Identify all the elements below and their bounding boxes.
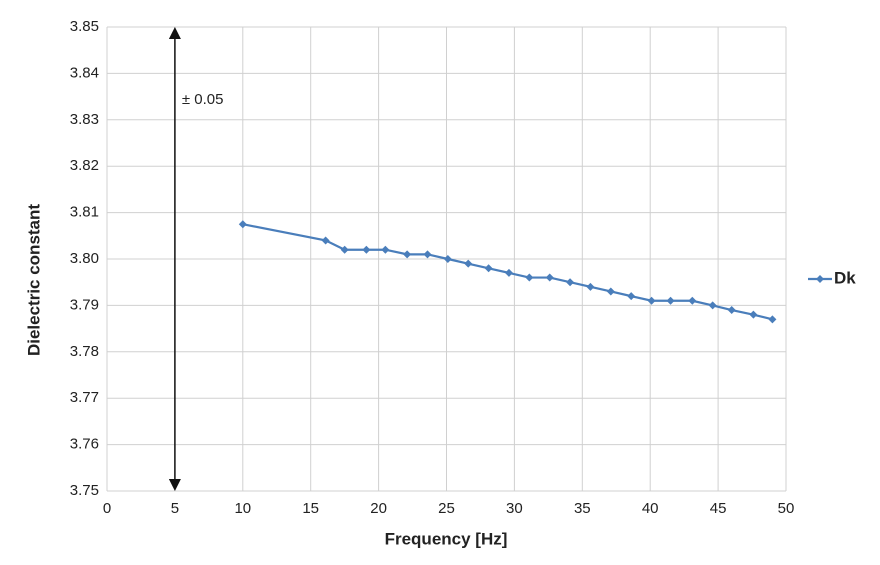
legend-marker xyxy=(816,275,824,283)
x-tick-label: 0 xyxy=(103,500,111,517)
y-tick-label: 3.81 xyxy=(70,204,99,221)
data-point xyxy=(749,310,758,319)
x-tick-label: 20 xyxy=(370,500,387,517)
y-tick-label: 3.83 xyxy=(70,111,99,128)
data-point xyxy=(586,282,595,291)
data-point xyxy=(647,296,656,305)
x-tick-label: 10 xyxy=(234,500,251,517)
x-tick-label: 5 xyxy=(171,500,179,517)
data-point xyxy=(362,245,371,254)
y-tick-label: 3.84 xyxy=(70,64,99,81)
data-point xyxy=(403,250,412,259)
y-tick-label: 3.82 xyxy=(70,157,99,174)
x-tick-label: 40 xyxy=(642,500,659,517)
x-tick-label: 45 xyxy=(710,500,727,517)
y-tick-label: 3.75 xyxy=(70,482,99,499)
data-point xyxy=(381,245,390,254)
data-point xyxy=(484,264,493,273)
y-tick-label: 3.85 xyxy=(70,18,99,35)
x-axis-title: Frequency [Hz] xyxy=(385,529,508,548)
data-point xyxy=(708,301,717,310)
data-point xyxy=(443,255,452,263)
data-point xyxy=(504,268,513,277)
data-point xyxy=(566,278,575,287)
x-tick-label: 35 xyxy=(574,500,591,517)
data-point xyxy=(340,245,349,254)
data-point xyxy=(688,296,697,305)
y-tick-label: 3.78 xyxy=(70,343,99,360)
y-tick-label: 3.79 xyxy=(70,296,99,313)
data-point xyxy=(238,220,247,229)
x-tick-label: 50 xyxy=(778,500,795,517)
data-point xyxy=(606,287,615,296)
x-tick-label: 15 xyxy=(302,500,319,517)
data-point xyxy=(666,296,675,305)
y-tick-label: 3.76 xyxy=(70,436,99,453)
annotation-text: ± 0.05 xyxy=(182,91,224,108)
y-tick-label: 3.77 xyxy=(70,389,99,406)
data-point xyxy=(768,315,777,324)
data-point xyxy=(545,273,554,282)
data-point xyxy=(423,250,432,259)
data-point xyxy=(464,259,473,268)
y-tick-label: 3.80 xyxy=(70,250,99,267)
data-point xyxy=(727,306,736,315)
data-point xyxy=(627,292,636,301)
data-point xyxy=(525,273,534,282)
x-tick-label: 25 xyxy=(438,500,455,517)
y-axis-title: Dielectric constant xyxy=(24,204,43,356)
legend-label: Dk xyxy=(834,268,856,287)
data-point xyxy=(321,236,330,245)
x-tick-label: 30 xyxy=(506,500,523,517)
